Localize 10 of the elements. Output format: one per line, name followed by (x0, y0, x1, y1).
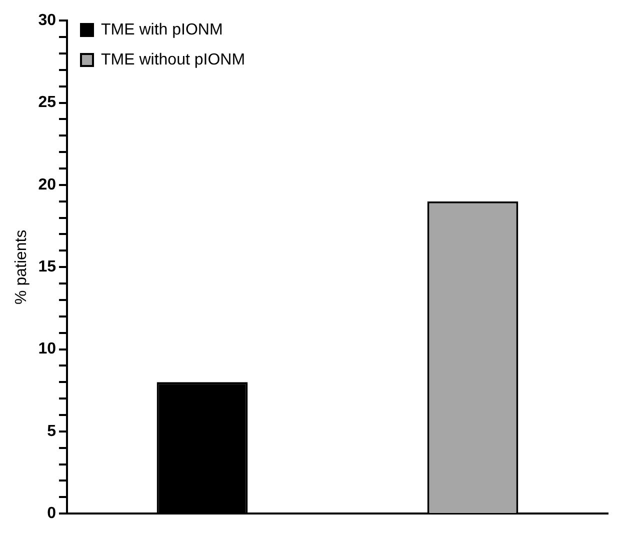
legend-label: TME with pIONM (100, 21, 223, 38)
y-tick-label: 25 (38, 94, 56, 112)
y-tick-label: 0 (47, 505, 56, 522)
y-tick-label: 30 (38, 12, 56, 30)
y-axis-title: % patients (13, 230, 30, 304)
legend-label: TME without pIONM (100, 51, 246, 68)
y-tick-label: 20 (38, 176, 56, 194)
y-tick-label: 10 (38, 340, 56, 358)
y-tick-label: 5 (47, 422, 56, 440)
y-tick-label: 15 (38, 258, 56, 276)
